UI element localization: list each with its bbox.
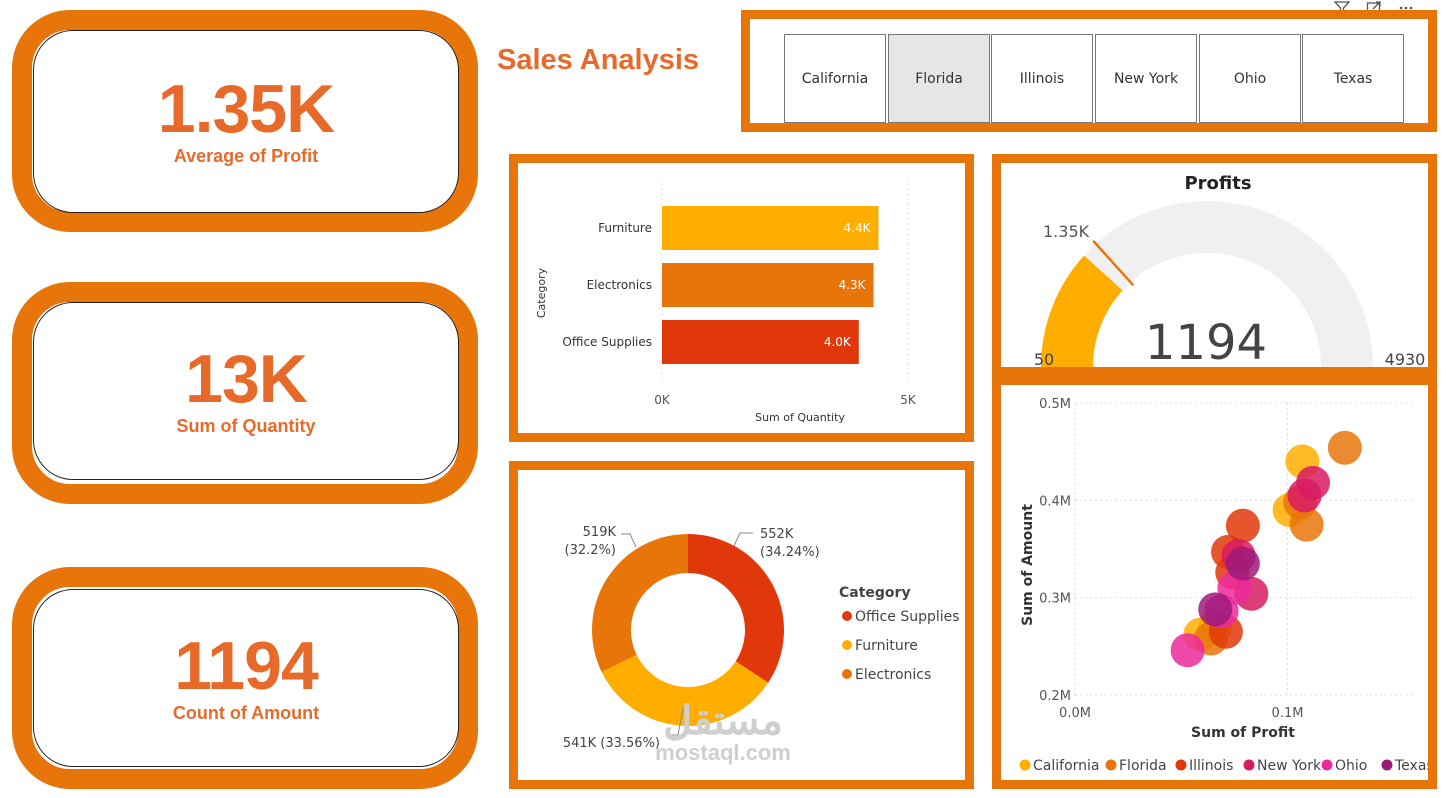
legend-swatch-furniture xyxy=(842,640,852,650)
slicer-option-ohio[interactable]: Ohio xyxy=(1199,34,1301,123)
bar-x-tick: 0K xyxy=(654,393,671,407)
scatter-point-texas[interactable] xyxy=(1225,546,1260,581)
bar-furniture[interactable] xyxy=(662,206,879,250)
more-options-icon[interactable] xyxy=(1397,1,1415,15)
gauge-fill xyxy=(1041,255,1123,367)
slicer-option-texas[interactable]: Texas xyxy=(1302,34,1404,123)
gauge-target-label: 1.35K xyxy=(1043,222,1090,241)
donut-legend-title: Category xyxy=(839,585,911,601)
donut-leader-line xyxy=(621,533,637,548)
legend-swatch-electronics xyxy=(842,669,852,679)
gauge-chart: Profits 1.35K 1194 50 4930 xyxy=(1034,173,1426,367)
gauge-max: 4930 xyxy=(1385,350,1426,367)
scatter-legend-swatch-illinois xyxy=(1175,759,1187,771)
donut-slice-furniture[interactable] xyxy=(601,654,769,726)
state-slicer: California Florida Illinois New York Ohi… xyxy=(741,10,1437,132)
donut-leader-line xyxy=(666,707,684,736)
donut-slice-electronics[interactable] xyxy=(592,534,688,672)
bar-data-label: 4.0K xyxy=(824,335,852,349)
slicer-option-new-york[interactable]: New York xyxy=(1095,34,1197,123)
gauge-title: Profits xyxy=(1184,173,1251,194)
gauge-value: 1194 xyxy=(1145,315,1267,367)
scatter-legend-item[interactable]: California xyxy=(1033,758,1099,774)
scatter-point-new-york[interactable] xyxy=(1287,478,1322,513)
scatter-x-tick: 0.1M xyxy=(1272,706,1304,721)
scatter-legend-item[interactable]: Florida xyxy=(1119,758,1167,774)
kpi-card-count-amount: 1194 Count of Amount xyxy=(12,567,478,789)
watermark-arabic: مستقل xyxy=(663,699,783,743)
bar-category-label: Electronics xyxy=(587,278,652,292)
slicer-option-illinois[interactable]: Illinois xyxy=(991,34,1093,123)
bar-electronics[interactable] xyxy=(662,263,874,307)
gauge-track xyxy=(1041,201,1373,367)
bar-chart-ylabel: Category xyxy=(535,267,548,318)
scatter-chart: 0.5M 0.4M 0.3M 0.2M 0.0M 0.1M Sum of Amount S… xyxy=(1019,397,1428,774)
kpi-value: 1194 xyxy=(174,627,319,704)
gauge-min: 50 xyxy=(1034,350,1054,367)
scatter-point-florida[interactable] xyxy=(1327,430,1362,465)
donut-label-value: 541K (33.56%) xyxy=(563,736,660,751)
scatter-y-tick: 0.4M xyxy=(1039,494,1071,509)
kpi-label: Average of Profit xyxy=(173,146,319,166)
watermark: مستقل mostaql.com xyxy=(633,700,813,764)
scatter-legend-swatch-texas xyxy=(1381,759,1393,771)
scatter-legend-swatch-new-york xyxy=(1243,759,1255,771)
bar-data-label: 4.4K xyxy=(844,221,872,235)
bar-chart: 0K 5K Furniture 4.4K Electronics 4.3K Office … xyxy=(535,183,917,424)
bar-chart-xlabel: Sum of Quantity xyxy=(755,411,845,424)
scatter-x-tick: 0.0M xyxy=(1059,706,1091,721)
scatter-ylabel: Sum of Amount xyxy=(1020,504,1036,626)
scatter-legend-swatch-ohio xyxy=(1321,759,1333,771)
scatter-legend-item[interactable]: Texas xyxy=(1394,758,1428,774)
bar-data-label: 4.3K xyxy=(839,278,867,292)
donut-label-pct: (34.24%) xyxy=(760,545,820,560)
scatter-point-illinois[interactable] xyxy=(1225,508,1260,543)
scatter-chart-panel: 0.5M 0.4M 0.3M 0.2M 0.0M 0.1M Sum of Amount S… xyxy=(992,376,1437,789)
bar-category-label: Furniture xyxy=(598,221,652,235)
scatter-y-tick: 0.5M xyxy=(1039,397,1071,412)
watermark-latin: mostaql.com xyxy=(655,740,791,765)
gauge-target-marker xyxy=(1092,239,1135,287)
donut-leader-line xyxy=(733,532,753,547)
scatter-point-texas[interactable] xyxy=(1198,592,1233,627)
bar-chart-panel: 0K 5K Furniture 4.4K Electronics 4.3K Office … xyxy=(509,154,974,442)
donut-chart-panel: 552K (34.24%) 519K (32.2%) 541K (33.56%)… xyxy=(509,461,974,789)
scatter-legend-item[interactable]: Illinois xyxy=(1189,758,1233,774)
page-title: Sales Analysis xyxy=(497,44,700,76)
kpi-card-sum-quantity: 13K Sum of Quantity xyxy=(12,282,478,504)
slicer-option-florida[interactable]: Florida xyxy=(888,34,990,123)
bar-x-tick: 5K xyxy=(900,393,917,407)
scatter-xlabel: Sum of Profit xyxy=(1191,725,1295,741)
donut-label-value: 552K xyxy=(760,527,794,542)
kpi-card-count-amount-inner: 1194 Count of Amount xyxy=(33,589,459,767)
gauge-panel: Profits 1.35K 1194 50 4930 xyxy=(992,154,1437,376)
scatter-legend-swatch-florida xyxy=(1105,759,1117,771)
donut-chart: 552K (34.24%) 519K (32.2%) 541K (33.56%)… xyxy=(563,525,960,751)
slicer-option-california[interactable]: California xyxy=(784,34,886,123)
scatter-legend-item[interactable]: New York xyxy=(1257,758,1322,774)
kpi-card-average-profit: 1.35K Average of Profit xyxy=(12,10,478,232)
bar-office-supplies[interactable] xyxy=(662,320,859,364)
scatter-y-tick: 0.2M xyxy=(1039,689,1071,704)
legend-item[interactable]: Office Supplies xyxy=(855,609,960,625)
donut-slice-office-supplies[interactable] xyxy=(688,534,784,683)
donut-label-pct: (32.2%) xyxy=(565,543,616,558)
scatter-legend-swatch-california xyxy=(1019,759,1031,771)
kpi-label: Sum of Quantity xyxy=(176,415,316,436)
kpi-card-average-profit-inner: 1.35K Average of Profit xyxy=(33,30,459,213)
kpi-label: Count of Amount xyxy=(172,702,320,723)
kpi-value: 1.35K xyxy=(157,71,335,147)
legend-item[interactable]: Furniture xyxy=(855,638,918,654)
donut-label-value: 519K xyxy=(583,525,617,540)
kpi-value: 13K xyxy=(185,340,308,417)
legend-item[interactable]: Electronics xyxy=(855,667,931,683)
legend-swatch-office-supplies xyxy=(842,611,852,621)
bar-category-label: Office Supplies xyxy=(562,335,652,349)
scatter-point-ohio[interactable] xyxy=(1170,633,1205,668)
scatter-legend-item[interactable]: Ohio xyxy=(1335,758,1367,774)
kpi-card-sum-quantity-inner: 13K Sum of Quantity xyxy=(33,302,459,480)
scatter-y-tick: 0.3M xyxy=(1039,592,1071,607)
